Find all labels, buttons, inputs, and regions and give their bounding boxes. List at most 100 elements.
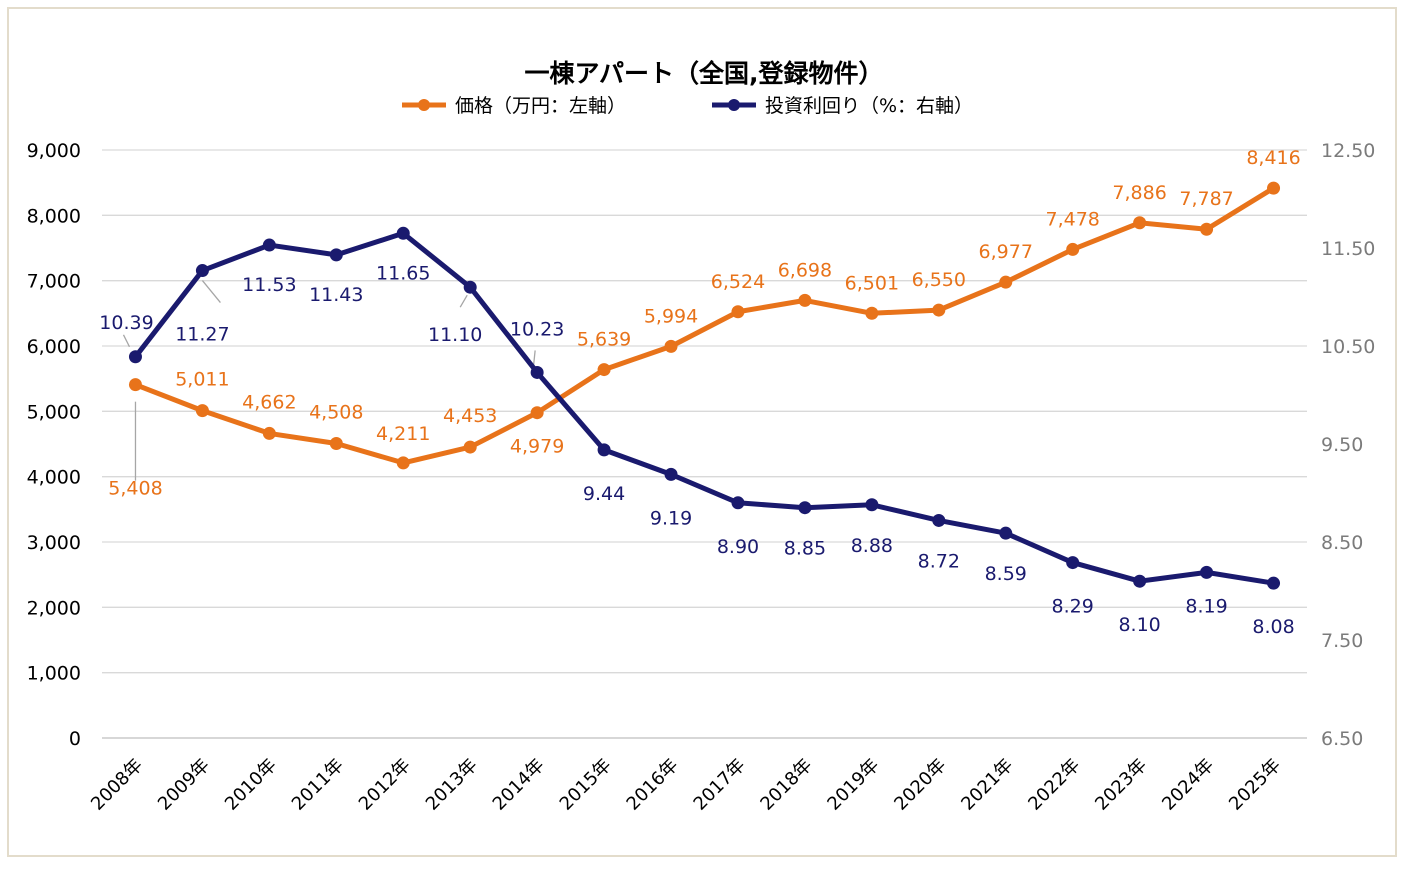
data-point-yield (798, 501, 812, 515)
data-point-price (195, 404, 209, 418)
data-point-price (932, 303, 946, 317)
right-tick-label: 10.50 (1321, 336, 1375, 358)
x-tick-label: 2009年 (154, 755, 214, 815)
data-label-price: 7,886 (1112, 182, 1166, 204)
x-axis-ticks: 2008年 2009年 2010年 2011年 2012年 2013年 2014年 2015年… (87, 755, 1285, 815)
legend-item-price: 価格（万円：左軸） (402, 95, 626, 117)
right-tick-label: 6.50 (1321, 728, 1363, 750)
left-tick-label: 6,000 (27, 336, 81, 358)
left-tick-label: 2,000 (27, 597, 81, 619)
data-point-price (262, 426, 276, 440)
data-label-price: 4,662 (242, 391, 296, 413)
data-point-yield (463, 280, 477, 294)
data-point-yield (530, 365, 544, 379)
x-tick-label: 2019年 (823, 755, 883, 815)
data-label-yield: 11.65 (376, 262, 430, 284)
data-point-price (798, 293, 812, 307)
data-label-price: 4,979 (510, 436, 564, 458)
data-label-price: 7,478 (1045, 208, 1099, 230)
legend-item-yield: 投資利回り（%：右軸） (712, 95, 973, 117)
data-point-yield (1066, 556, 1080, 570)
right-tick-label: 8.50 (1321, 532, 1363, 554)
leader-line (459, 294, 468, 308)
left-tick-label: 0 (69, 728, 81, 750)
data-label-yield: 8.85 (784, 538, 826, 560)
data-point-price (128, 378, 142, 392)
data-label-yield: 11.43 (309, 284, 363, 306)
left-tick-label: 1,000 (27, 663, 81, 685)
data-point-price (865, 306, 879, 320)
data-point-yield (1200, 565, 1214, 579)
x-tick-label: 2018年 (756, 755, 816, 815)
data-point-yield (999, 526, 1013, 540)
x-tick-label: 2025年 (1225, 755, 1285, 815)
legend-marker-price (418, 99, 430, 111)
data-label-price: 8,416 (1246, 147, 1300, 169)
data-label-price: 6,977 (979, 241, 1033, 263)
data-point-yield (932, 513, 946, 527)
data-point-price (664, 339, 678, 353)
x-tick-label: 2013年 (422, 755, 482, 815)
x-tick-label: 2022年 (1024, 755, 1084, 815)
data-label-yield: 10.39 (99, 312, 153, 334)
data-label-price: 4,211 (376, 423, 430, 445)
x-tick-label: 2008年 (87, 755, 147, 815)
data-point-price (530, 406, 544, 420)
x-tick-label: 2023年 (1091, 755, 1151, 815)
data-label-yield: 8.72 (918, 550, 960, 572)
series-line-price (134, 186, 1275, 466)
x-tick-label: 2017年 (690, 755, 750, 815)
data-label-price: 4,508 (309, 401, 363, 423)
data-label-yield: 8.08 (1252, 616, 1294, 638)
data-point-yield (128, 350, 142, 364)
data-point-yield (597, 443, 611, 457)
data-point-price (1066, 242, 1080, 256)
data-point-price (1133, 216, 1147, 230)
gridlines (102, 149, 1307, 739)
data-label-yield: 11.27 (175, 324, 229, 346)
data-point-yield (195, 264, 209, 278)
data-label-yield: 8.10 (1118, 614, 1160, 636)
data-label-yield: 8.19 (1185, 595, 1227, 617)
legend-marker-yield (728, 99, 740, 111)
data-label-yield: 11.10 (428, 324, 482, 346)
data-labels-yield: 10.39 11.27 11.53 11.43 11.65 11.10 10.23 9.44 9… (99, 262, 1294, 638)
data-point-price (329, 436, 343, 450)
data-label-price: 6,524 (711, 271, 765, 293)
left-axis-ticks: 0 1,000 2,000 3,000 4,000 5,000 6,000 7,000 8,00… (27, 140, 81, 750)
series-yield (128, 226, 1281, 590)
right-tick-label: 12.50 (1321, 140, 1375, 162)
data-label-price: 6,698 (778, 259, 832, 281)
data-label-yield: 11.53 (242, 274, 296, 296)
x-tick-label: 2024年 (1158, 755, 1218, 815)
x-tick-label: 2010年 (221, 755, 281, 815)
data-label-yield: 8.90 (717, 536, 759, 558)
left-tick-label: 5,000 (27, 401, 81, 423)
data-point-yield (262, 238, 276, 252)
data-point-yield (329, 248, 343, 262)
data-label-price: 7,787 (1179, 188, 1233, 210)
data-label-yield: 9.44 (583, 483, 625, 505)
data-label-price: 6,550 (912, 269, 966, 291)
right-tick-label: 7.50 (1321, 630, 1363, 652)
x-tick-label: 2011年 (288, 755, 348, 815)
data-label-price: 4,453 (443, 405, 497, 427)
data-point-yield (396, 226, 410, 240)
data-point-yield (1267, 576, 1281, 590)
legend-label-yield: 投資利回り（%：右軸） (765, 95, 973, 117)
x-tick-label: 2014年 (489, 755, 549, 815)
data-label-yield: 10.23 (510, 318, 564, 340)
data-point-price (1200, 222, 1214, 236)
data-point-price (1267, 181, 1281, 195)
right-tick-label: 11.50 (1321, 238, 1375, 260)
data-label-price: 5,408 (108, 478, 162, 500)
x-tick-label: 2016年 (623, 755, 683, 815)
data-point-price (999, 275, 1013, 289)
x-tick-label: 2021年 (957, 755, 1017, 815)
data-label-yield: 8.59 (985, 563, 1027, 585)
data-label-price: 5,011 (175, 369, 229, 391)
data-point-price (597, 363, 611, 377)
data-label-yield: 9.19 (650, 507, 692, 529)
data-label-yield: 8.29 (1052, 596, 1094, 618)
left-tick-label: 8,000 (27, 205, 81, 227)
